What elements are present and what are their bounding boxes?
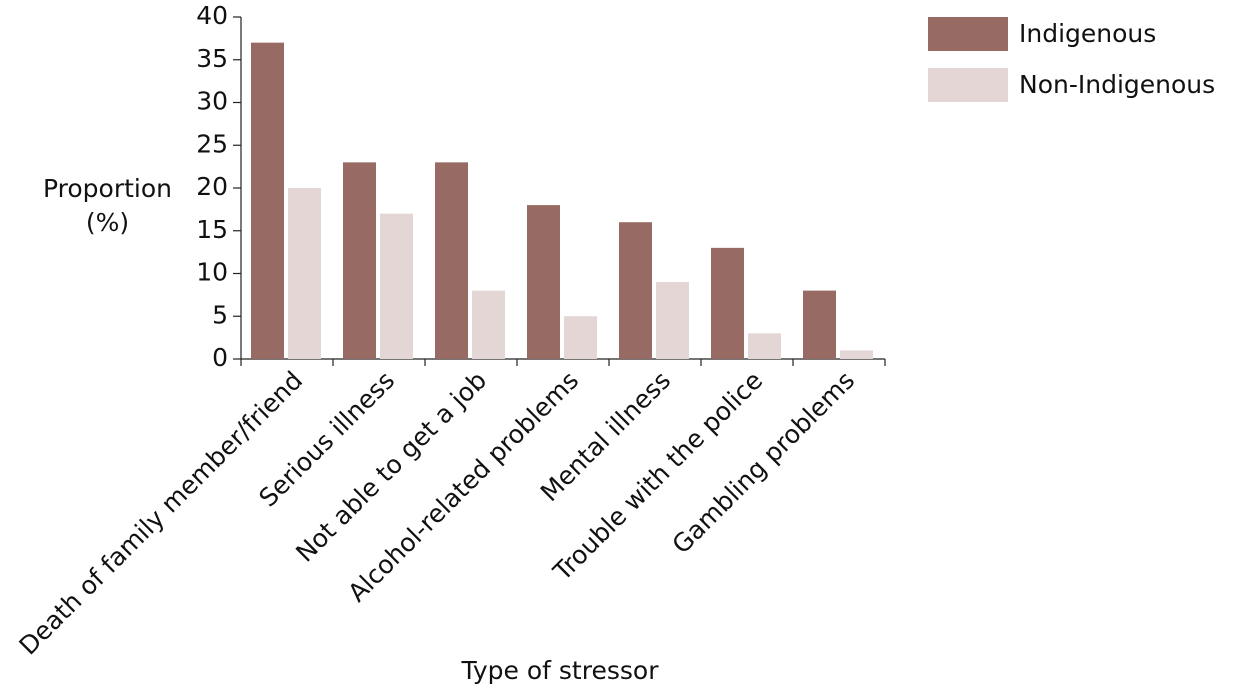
bar <box>711 247 744 359</box>
bar <box>619 222 652 359</box>
legend-label: Non-Indigenous <box>1019 70 1215 99</box>
bar <box>343 162 376 359</box>
bar <box>564 316 597 359</box>
bar <box>472 290 505 359</box>
y-tick-label: 20 <box>196 172 228 201</box>
bar <box>251 42 284 360</box>
y-tick-label: 25 <box>196 129 228 158</box>
y-axis-label: Proportion (%) <box>43 174 172 237</box>
x-tick-label: Death of family member/friend <box>13 366 308 661</box>
x-tick-label: Gambling problems <box>666 366 860 560</box>
y-tick-label: 40 <box>196 1 228 30</box>
bar <box>748 333 781 359</box>
legend-swatch <box>928 68 1008 102</box>
x-axis-label: Type of stressor <box>461 656 660 685</box>
bar <box>840 350 873 359</box>
y-tick-label: 30 <box>196 87 228 116</box>
y-tick-label: 5 <box>212 300 228 329</box>
y-tick-label: 0 <box>212 343 228 372</box>
bar <box>527 205 560 359</box>
y-tick-label: 10 <box>196 258 228 287</box>
bar <box>435 162 468 359</box>
bar <box>380 213 413 359</box>
legend-label: Indigenous <box>1019 19 1156 48</box>
legend-swatch <box>928 17 1008 51</box>
y-tick-label: 35 <box>196 44 228 73</box>
y-tick-label: 15 <box>196 215 228 244</box>
bar <box>656 282 689 359</box>
bar <box>288 188 321 359</box>
bar <box>803 290 836 359</box>
